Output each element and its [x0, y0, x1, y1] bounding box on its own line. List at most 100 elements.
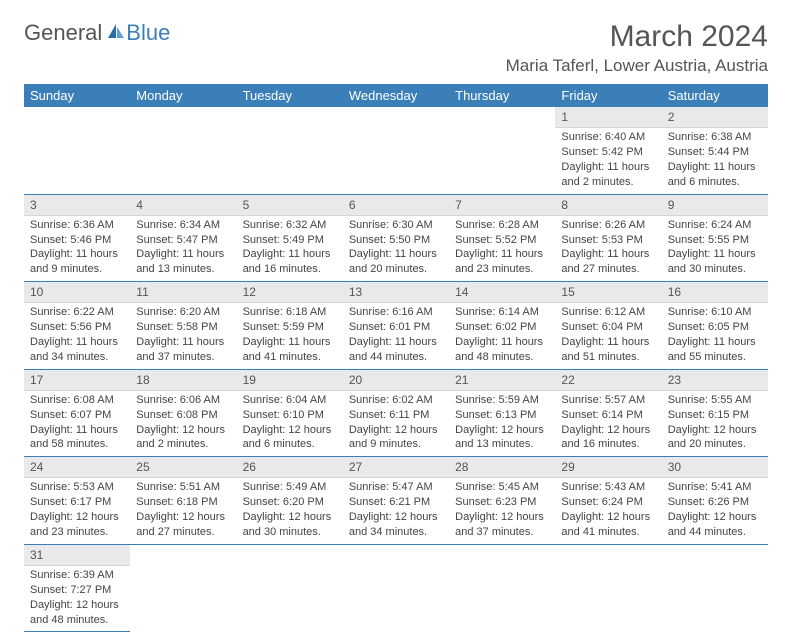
- daylight-line: Daylight: 11 hours and 34 minutes.: [30, 335, 124, 365]
- day-number: 29: [555, 457, 661, 478]
- day-number: 2: [662, 107, 768, 128]
- daylight-line: Daylight: 11 hours and 27 minutes.: [561, 247, 655, 277]
- sunrise-line: Sunrise: 6:12 AM: [561, 305, 655, 320]
- calendar-cell: 4Sunrise: 6:34 AMSunset: 5:47 PMDaylight…: [130, 194, 236, 282]
- daylight-line: Daylight: 12 hours and 34 minutes.: [349, 510, 443, 540]
- calendar-cell: 6Sunrise: 6:30 AMSunset: 5:50 PMDaylight…: [343, 194, 449, 282]
- day-number: 13: [343, 282, 449, 303]
- daylight-line: Daylight: 12 hours and 41 minutes.: [561, 510, 655, 540]
- day-number: 1: [555, 107, 661, 128]
- sunrise-line: Sunrise: 6:34 AM: [136, 218, 230, 233]
- daylight-line: Daylight: 11 hours and 20 minutes.: [349, 247, 443, 277]
- sunrise-line: Sunrise: 6:22 AM: [30, 305, 124, 320]
- calendar-cell: [343, 544, 449, 632]
- daylight-line: Daylight: 12 hours and 6 minutes.: [243, 423, 337, 453]
- day-content: Sunrise: 6:04 AMSunset: 6:10 PMDaylight:…: [237, 391, 343, 456]
- sunset-line: Sunset: 5:52 PM: [455, 233, 549, 248]
- calendar-cell: 21Sunrise: 5:59 AMSunset: 6:13 PMDayligh…: [449, 369, 555, 457]
- calendar-cell: 23Sunrise: 5:55 AMSunset: 6:15 PMDayligh…: [662, 369, 768, 457]
- day-content: Sunrise: 6:06 AMSunset: 6:08 PMDaylight:…: [130, 391, 236, 456]
- daylight-line: Daylight: 11 hours and 48 minutes.: [455, 335, 549, 365]
- brand-part2: Blue: [126, 20, 170, 46]
- day-content: Sunrise: 6:16 AMSunset: 6:01 PMDaylight:…: [343, 303, 449, 368]
- daylight-line: Daylight: 12 hours and 20 minutes.: [668, 423, 762, 453]
- sunrise-line: Sunrise: 6:04 AM: [243, 393, 337, 408]
- daylight-line: Daylight: 12 hours and 44 minutes.: [668, 510, 762, 540]
- calendar-row: 24Sunrise: 5:53 AMSunset: 6:17 PMDayligh…: [24, 457, 768, 545]
- daylight-line: Daylight: 11 hours and 9 minutes.: [30, 247, 124, 277]
- daylight-line: Daylight: 11 hours and 13 minutes.: [136, 247, 230, 277]
- sunrise-line: Sunrise: 6:36 AM: [30, 218, 124, 233]
- sunrise-line: Sunrise: 6:38 AM: [668, 130, 762, 145]
- calendar-cell: 29Sunrise: 5:43 AMSunset: 6:24 PMDayligh…: [555, 457, 661, 545]
- weekday-header: Friday: [555, 84, 661, 107]
- day-number: 20: [343, 370, 449, 391]
- calendar-cell: 8Sunrise: 6:26 AMSunset: 5:53 PMDaylight…: [555, 194, 661, 282]
- sunset-line: Sunset: 5:58 PM: [136, 320, 230, 335]
- sunset-line: Sunset: 6:05 PM: [668, 320, 762, 335]
- brand-logo: General Blue: [24, 20, 170, 46]
- sunrise-line: Sunrise: 5:57 AM: [561, 393, 655, 408]
- day-number: 28: [449, 457, 555, 478]
- day-content: Sunrise: 6:14 AMSunset: 6:02 PMDaylight:…: [449, 303, 555, 368]
- day-content: Sunrise: 6:36 AMSunset: 5:46 PMDaylight:…: [24, 216, 130, 281]
- daylight-line: Daylight: 12 hours and 9 minutes.: [349, 423, 443, 453]
- calendar-cell: 9Sunrise: 6:24 AMSunset: 5:55 PMDaylight…: [662, 194, 768, 282]
- calendar-cell: 19Sunrise: 6:04 AMSunset: 6:10 PMDayligh…: [237, 369, 343, 457]
- calendar-cell: 7Sunrise: 6:28 AMSunset: 5:52 PMDaylight…: [449, 194, 555, 282]
- sunset-line: Sunset: 6:13 PM: [455, 408, 549, 423]
- weekday-header: Wednesday: [343, 84, 449, 107]
- daylight-line: Daylight: 11 hours and 55 minutes.: [668, 335, 762, 365]
- day-content: Sunrise: 5:49 AMSunset: 6:20 PMDaylight:…: [237, 478, 343, 543]
- day-content: Sunrise: 6:10 AMSunset: 6:05 PMDaylight:…: [662, 303, 768, 368]
- daylight-line: Daylight: 11 hours and 58 minutes.: [30, 423, 124, 453]
- daylight-line: Daylight: 12 hours and 27 minutes.: [136, 510, 230, 540]
- sunrise-line: Sunrise: 5:55 AM: [668, 393, 762, 408]
- sunset-line: Sunset: 6:02 PM: [455, 320, 549, 335]
- sunset-line: Sunset: 5:44 PM: [668, 145, 762, 160]
- day-number: 16: [662, 282, 768, 303]
- sunrise-line: Sunrise: 5:53 AM: [30, 480, 124, 495]
- daylight-line: Daylight: 11 hours and 30 minutes.: [668, 247, 762, 277]
- location-line: Maria Taferl, Lower Austria, Austria: [506, 56, 768, 76]
- day-number: 8: [555, 195, 661, 216]
- sunset-line: Sunset: 6:20 PM: [243, 495, 337, 510]
- sunrise-line: Sunrise: 6:02 AM: [349, 393, 443, 408]
- day-content: Sunrise: 6:18 AMSunset: 5:59 PMDaylight:…: [237, 303, 343, 368]
- day-number: 15: [555, 282, 661, 303]
- daylight-line: Daylight: 11 hours and 16 minutes.: [243, 247, 337, 277]
- day-number: 9: [662, 195, 768, 216]
- calendar-cell: 26Sunrise: 5:49 AMSunset: 6:20 PMDayligh…: [237, 457, 343, 545]
- sunset-line: Sunset: 6:07 PM: [30, 408, 124, 423]
- sunrise-line: Sunrise: 5:45 AM: [455, 480, 549, 495]
- day-number: 27: [343, 457, 449, 478]
- day-number: 26: [237, 457, 343, 478]
- daylight-line: Daylight: 11 hours and 6 minutes.: [668, 160, 762, 190]
- daylight-line: Daylight: 12 hours and 2 minutes.: [136, 423, 230, 453]
- day-content: Sunrise: 6:32 AMSunset: 5:49 PMDaylight:…: [237, 216, 343, 281]
- day-number: 12: [237, 282, 343, 303]
- day-content: Sunrise: 6:40 AMSunset: 5:42 PMDaylight:…: [555, 128, 661, 193]
- day-number: 18: [130, 370, 236, 391]
- calendar-row: 17Sunrise: 6:08 AMSunset: 6:07 PMDayligh…: [24, 369, 768, 457]
- day-content: Sunrise: 6:12 AMSunset: 6:04 PMDaylight:…: [555, 303, 661, 368]
- sunset-line: Sunset: 5:50 PM: [349, 233, 443, 248]
- calendar-row: 3Sunrise: 6:36 AMSunset: 5:46 PMDaylight…: [24, 194, 768, 282]
- calendar-cell: 30Sunrise: 5:41 AMSunset: 6:26 PMDayligh…: [662, 457, 768, 545]
- day-content: Sunrise: 6:30 AMSunset: 5:50 PMDaylight:…: [343, 216, 449, 281]
- sail-icon: [106, 22, 126, 45]
- calendar-table: SundayMondayTuesdayWednesdayThursdayFrid…: [24, 84, 768, 632]
- calendar-cell: 2 Sunrise: 6:38 AMSunset: 5:44 PMDaylight…: [662, 107, 768, 194]
- day-content: Sunrise: 6:28 AMSunset: 5:52 PMDaylight:…: [449, 216, 555, 281]
- daylight-line: Daylight: 12 hours and 13 minutes.: [455, 423, 549, 453]
- day-number: 4: [130, 195, 236, 216]
- day-number: 22: [555, 370, 661, 391]
- day-number: 14: [449, 282, 555, 303]
- day-content: Sunrise: 6:26 AMSunset: 5:53 PMDaylight:…: [555, 216, 661, 281]
- weekday-header: Tuesday: [237, 84, 343, 107]
- calendar-cell: [449, 544, 555, 632]
- day-content: Sunrise: 5:51 AMSunset: 6:18 PMDaylight:…: [130, 478, 236, 543]
- day-content: Sunrise: 5:55 AMSunset: 6:15 PMDaylight:…: [662, 391, 768, 456]
- calendar-cell: 1Sunrise: 6:40 AMSunset: 5:42 PMDaylight…: [555, 107, 661, 194]
- sunrise-line: Sunrise: 6:14 AM: [455, 305, 549, 320]
